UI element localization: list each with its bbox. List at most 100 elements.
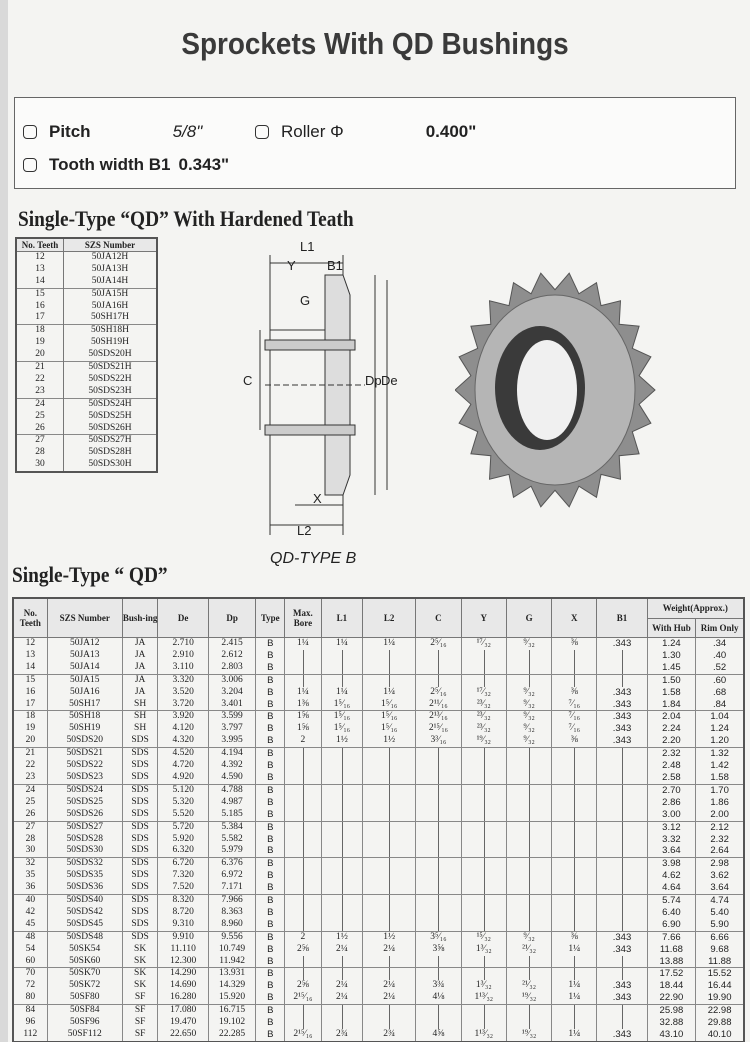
table-cell: 50JA12H — [63, 251, 157, 264]
table-cell — [284, 760, 322, 772]
col-header: Type — [255, 597, 286, 638]
table-cell: 70 — [12, 967, 48, 981]
table-cell — [505, 857, 552, 872]
table-cell: 5.90 — [695, 918, 744, 932]
table-cell: 50SH19H — [63, 337, 157, 350]
checkbox-icon — [23, 158, 37, 172]
table-cell: 26 — [12, 808, 48, 822]
table-cell — [596, 820, 648, 835]
table-cell: 1½ — [362, 735, 416, 748]
table-cell: 3.401 — [207, 698, 256, 711]
table-row: 40 50SDS40 SDS 8.320 7.966 B 5.74 4.74 — [12, 894, 744, 908]
table-cell: B — [255, 1029, 285, 1042]
col-header: De — [157, 597, 209, 638]
table-cell — [460, 747, 507, 761]
table-cell: 30 — [15, 459, 64, 473]
table-cell: ⁷⁄₁₆ — [551, 698, 597, 711]
table-cell — [551, 747, 597, 761]
table-cell: SH — [121, 698, 158, 711]
table-cell — [362, 882, 416, 895]
table-cell: B — [255, 955, 285, 968]
table-cell — [551, 955, 597, 968]
table-cell — [320, 796, 363, 809]
table-cell — [551, 857, 597, 872]
table-cell: 3¾ — [415, 980, 462, 993]
table-cell: 1¼ — [320, 686, 363, 699]
table-cell: 4.74 — [695, 894, 744, 907]
table-cell: JA — [121, 686, 158, 699]
table-cell — [596, 649, 648, 662]
table-cell: B — [255, 673, 285, 687]
table-cell: 2¾ — [362, 1029, 416, 1042]
table-cell: 50SDS23H — [63, 385, 157, 399]
table-cell — [596, 771, 648, 785]
table-row: 36 50SDS36 SDS 7.520 7.171 B 4.64 3.64 — [12, 882, 744, 895]
table-cell: B — [255, 649, 285, 662]
table-cell: 11.68 — [646, 943, 696, 956]
table-cell — [320, 967, 363, 982]
table-cell — [460, 918, 507, 932]
table-cell: 23 — [15, 385, 64, 399]
table-cell: 50SDS21 — [46, 747, 123, 761]
table-cell: 50SDS48 — [46, 930, 123, 944]
table-row: 21 50SDS21 SDS 4.520 4.194 B 2.32 1.32 — [12, 747, 744, 761]
table-cell: 60 — [12, 955, 48, 968]
col-header: B1 — [596, 597, 648, 638]
table-cell: 50SDS22H — [63, 373, 157, 386]
label-b1: B1 — [327, 258, 343, 273]
table-cell: ⁹⁄₃₂ — [505, 930, 552, 944]
table-cell — [460, 882, 507, 895]
table-cell: 1³⁄₃₂ — [460, 943, 507, 956]
table-cell: 7.66 — [646, 930, 696, 944]
table-cell: 27 — [15, 434, 64, 448]
table-cell — [505, 906, 552, 919]
table-row: 18 50SH18H — [15, 324, 157, 338]
table-cell: 11.110 — [157, 943, 209, 956]
col-header: SZS Number — [63, 237, 158, 252]
table-cell — [460, 808, 507, 822]
table-cell — [320, 1004, 363, 1019]
single-heading: Single-Type “ QD” — [12, 562, 168, 587]
table-cell — [596, 783, 648, 798]
hardened-heading: Single-Type “QD” With Hardened Teath — [18, 206, 354, 231]
table-cell: SF — [121, 1029, 158, 1042]
table-cell: 40 — [12, 894, 48, 907]
table-row: 30 50SDS30H — [15, 459, 157, 473]
table-row: 17 50SH17H — [15, 312, 157, 325]
table-cell: 4.920 — [157, 771, 209, 785]
table-cell: 14 — [15, 275, 64, 289]
table-row: 21 50SDS21H — [15, 361, 157, 374]
table-cell — [362, 894, 416, 908]
table-cell: .40 — [695, 649, 744, 662]
table-cell — [505, 747, 552, 761]
table-cell: 2.415 — [207, 637, 256, 650]
table-cell: 7.520 — [157, 882, 209, 895]
table-cell: 10.749 — [207, 943, 256, 956]
table-cell — [505, 894, 552, 908]
table-cell: 9.310 — [157, 918, 209, 932]
table-cell — [596, 906, 648, 919]
table-cell: 40.10 — [695, 1029, 744, 1042]
table-row: 22 50SDS22 SDS 4.720 4.392 B 2.48 1.42 — [12, 760, 744, 772]
diagram-caption: QD-TYPE B — [270, 550, 357, 567]
table-cell: 19 — [12, 723, 48, 736]
col-header: Dp — [207, 597, 257, 638]
table-cell: .343 — [596, 637, 648, 650]
table-cell: 9.910 — [157, 930, 209, 944]
table-cell: SDS — [121, 918, 158, 932]
table-cell — [415, 1017, 462, 1029]
roller-spec: Roller Φ 0.400" — [255, 122, 476, 142]
table-cell — [284, 894, 322, 908]
table-cell: 1¹³⁄₃₂ — [460, 1029, 507, 1042]
table-cell — [320, 845, 363, 858]
table-row: 70 50SK70 SK 14.290 13.931 B 17.52 15.52 — [12, 967, 744, 982]
label-dp: Dp — [365, 373, 382, 388]
table-cell — [551, 894, 597, 908]
table-cell — [460, 967, 507, 982]
table-cell: 1.58 — [695, 771, 744, 785]
table-cell — [505, 833, 552, 846]
table-cell: 22.98 — [695, 1004, 744, 1018]
table-cell — [551, 808, 597, 822]
table-cell — [505, 808, 552, 822]
table-cell: 24 — [15, 397, 64, 411]
